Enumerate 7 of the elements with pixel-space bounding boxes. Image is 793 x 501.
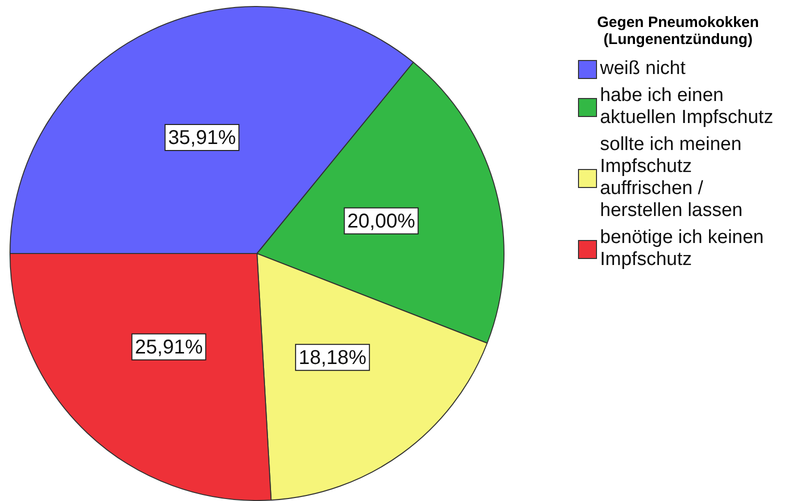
data-label: 20,00% — [347, 210, 416, 232]
legend-title: Gegen Pneumokokken (Lungenentzündung) — [596, 14, 760, 48]
legend-label: benötige ich keinen Impfschutz — [600, 227, 765, 271]
data-label: 18,18% — [298, 346, 367, 369]
data-label: 35,91% — [168, 126, 236, 149]
legend-label: weiß nicht — [600, 58, 687, 80]
data-label: 25,91% — [134, 336, 203, 358]
